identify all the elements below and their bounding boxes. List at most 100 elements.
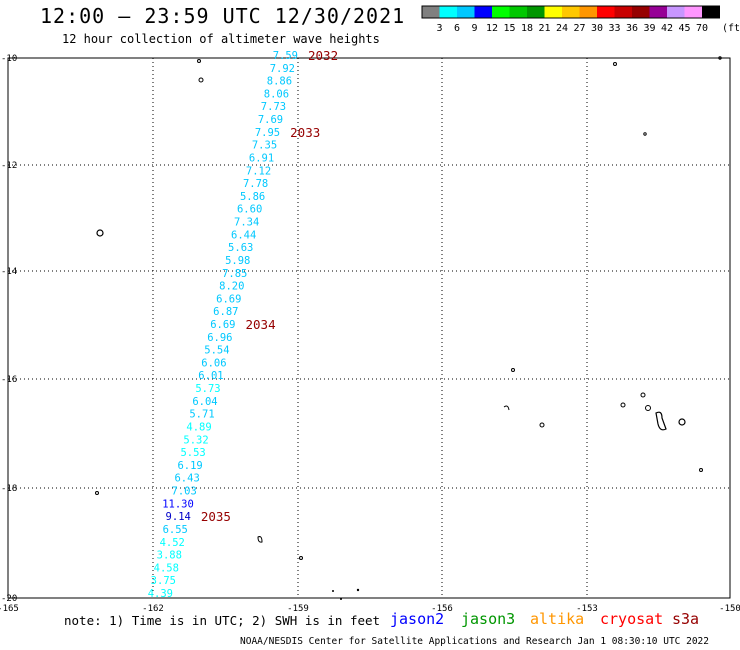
island [96,229,104,237]
colorbar-swatch [492,6,510,18]
lon-label: -156 [431,604,453,614]
satellite-legend: note: 1) Time is in UTC; 2) SWH is in fe… [64,610,709,647]
island [197,59,201,63]
wave-height-value: 6.55 [163,524,188,536]
island [643,132,647,136]
colorbar-swatch [457,6,475,18]
time-label: 2033 [290,125,320,140]
island [503,405,510,411]
wave-height-value: 6.91 [249,152,274,164]
wave-height-value: 5.71 [189,409,214,421]
colorbar-swatch [562,6,580,18]
colorbar-label: 39 [643,23,655,34]
wave-height-value: 3.88 [157,550,182,562]
colorbar-swatch [474,6,492,18]
satellite-label: jason3 [461,610,515,628]
island [620,402,626,408]
island [640,392,646,398]
wave-height-value: 7.85 [222,268,247,280]
island [198,77,204,83]
time-label: 2032 [308,48,338,63]
wave-height-value: 4.39 [148,588,173,600]
wave-height-value: 7.12 [246,165,271,177]
colorbar-swatch [649,6,667,18]
wave-height-value: 8.20 [219,281,244,293]
satellite-label: jason2 [390,610,444,628]
colorbar-label: 42 [661,23,673,34]
wave-height-value: 7.95 [255,127,280,139]
colorbar-label: 36 [626,23,638,34]
colorbar-label: 21 [538,23,550,34]
wave-height-value: 6.06 [201,357,226,369]
island [257,536,263,543]
satellite-label: altika [530,610,584,628]
wave-height-value: 9.14 [166,511,191,523]
island [299,556,303,560]
lon-label: -159 [287,604,309,614]
colorbar-swatch [632,6,650,18]
colorbar-label: 3 [436,23,442,34]
wave-height-value: 6.60 [237,204,262,216]
island [332,590,334,592]
lat-label: -20 [1,594,17,604]
colorbar-swatch [579,6,597,18]
island [95,491,99,495]
colorbar-swatch [597,6,615,18]
satellite-label: s3a [672,610,699,628]
wave-height-value: 5.73 [195,383,220,395]
colorbar-swatch [667,6,685,18]
island [340,598,342,600]
wave-height-value: 8.06 [264,88,289,100]
colorbar-label: 45 [678,23,690,34]
colorbar-label: 33 [608,23,620,34]
footer-credit: NOAA/NESDIS Center for Satellite Applica… [240,636,709,647]
colorbar-border [421,5,720,19]
wave-height-value: 7.73 [261,101,286,113]
wave-height-value: 5.53 [180,447,205,459]
island-outlines [95,56,722,600]
map-title: 12:00 – 23:59 UTC 12/30/2021 [40,4,406,28]
lat-label: -14 [1,267,17,277]
wave-height-value: 7.92 [270,63,295,75]
colorbar-label: 27 [573,23,585,34]
wave-height-value: 6.44 [231,229,256,241]
island [613,62,617,66]
wave-height-value: 6.43 [174,473,199,485]
wave-height-value: 4.89 [186,421,211,433]
colorbar-label: 9 [471,23,477,34]
colorbar-swatch [684,6,702,18]
island [511,368,515,372]
wave-height-value: 6.87 [213,306,238,318]
island [645,405,651,411]
wave-height-value: 6.01 [198,370,223,382]
colorbar-label: 6 [454,23,460,34]
wave-height-value: 7.03 [172,486,197,498]
lon-label: -153 [576,604,598,614]
wave-height-value: 7.69 [258,114,283,126]
lat-label: -18 [1,484,17,494]
colorbar-label: 12 [486,23,498,34]
colorbar-label: 70 [696,23,708,34]
units-note: note: 1) Time is in UTC; 2) SWH is in fe… [64,613,380,628]
island [699,468,703,472]
lon-label: -165 [0,604,19,614]
lat-lon-grid: -10 -12 -14 -16 -18 -20-165 -162 -159 -156 -153 -1… [0,54,740,614]
satellite-label: cryosat [600,610,663,628]
wave-height-value: 11.30 [162,498,194,510]
island [678,418,686,426]
wave-height-value: 4.58 [154,562,179,574]
wave-height-value: 7.35 [252,140,277,152]
colorbar-swatch [439,6,457,18]
wave-height-value: 6.04 [192,396,217,408]
wave-height-value: 5.54 [204,345,229,357]
time-label: 2035 [201,509,231,524]
wave-height-value: 7.59 [273,50,298,62]
lon-label: -162 [142,604,164,614]
map-subtitle: 12 hour collection of altimeter wave hei… [62,32,380,46]
colorbar-swatch [702,6,720,18]
colorbar-label: 24 [556,23,568,34]
colorbar-swatch [544,6,562,18]
island [539,422,545,428]
colorbar-swatch [509,6,527,18]
